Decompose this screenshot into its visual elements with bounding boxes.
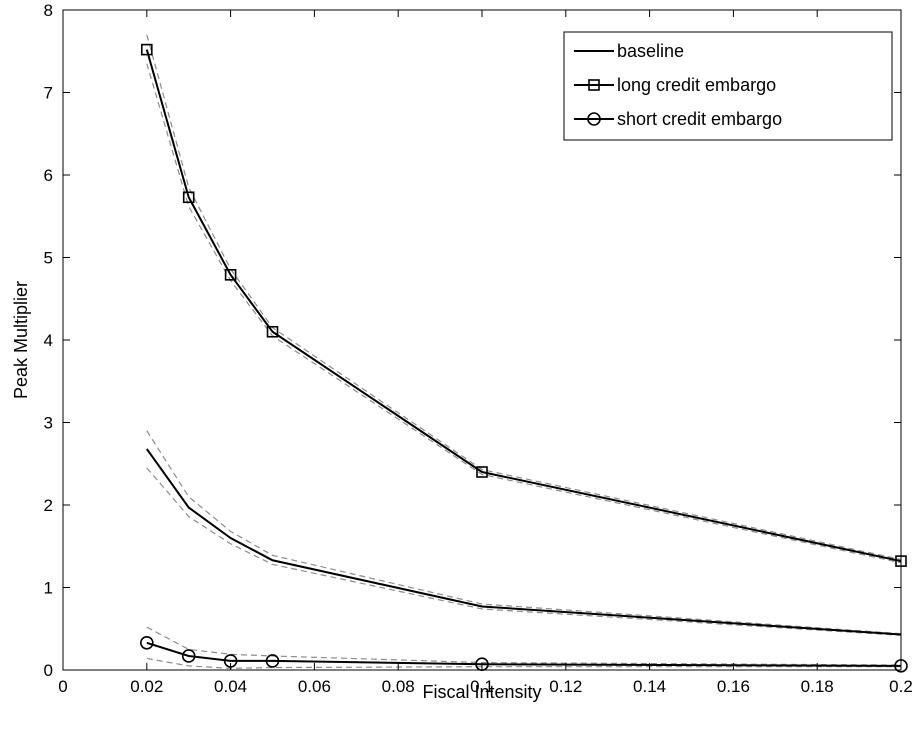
band-line-band-upper xyxy=(146,626,902,666)
square-marker xyxy=(182,191,195,204)
series-lines xyxy=(145,49,902,667)
y-tick-label: 0 xyxy=(44,661,53,680)
square-marker xyxy=(476,466,488,478)
x-tick-label: 0.1 xyxy=(470,677,494,696)
x-axis-title: Fiscal Intensity xyxy=(422,682,541,702)
y-tick-label: 4 xyxy=(44,331,53,350)
square-marker xyxy=(141,43,153,56)
legend-label: long credit embargo xyxy=(617,75,776,95)
y-tick-label: 1 xyxy=(44,579,53,598)
legend-box xyxy=(563,31,893,141)
x-tick-label: 0 xyxy=(58,677,67,696)
x-tick-label: 0.2 xyxy=(889,677,913,696)
x-tick-label: 0.04 xyxy=(214,677,247,696)
series-line xyxy=(145,448,902,636)
y-tick-label: 2 xyxy=(44,496,53,515)
x-tick-label: 0.12 xyxy=(549,677,582,696)
circle-marker xyxy=(181,649,196,663)
x-axis-ticks: 0 0.02 0.04 0.06 0.08 0.1 0.12 0.14 0.16 0.18 0.2 xyxy=(58,10,913,696)
band-line-band-upper xyxy=(146,34,902,561)
y-axis-title: Peak Multiplier xyxy=(11,281,31,399)
x-tick-label: 0.02 xyxy=(130,677,163,696)
circle-marker xyxy=(265,654,280,668)
y-tick-label: 7 xyxy=(44,84,53,103)
legend: baseline long credit embargo short credit … xyxy=(563,31,893,141)
x-tick-label: 0.08 xyxy=(382,677,415,696)
series-line xyxy=(146,641,902,667)
legend-square-marker xyxy=(588,79,600,91)
series-line xyxy=(145,49,902,563)
y-tick-label: 6 xyxy=(44,166,53,185)
y-tick-label: 3 xyxy=(44,414,53,433)
legend-label: baseline xyxy=(617,41,684,61)
y-axis-ticks: 0 1 2 3 4 5 6 7 8 xyxy=(44,1,901,680)
square-marker xyxy=(224,269,237,281)
x-tick-label: 0.14 xyxy=(633,677,666,696)
band-line-band-lower xyxy=(146,63,902,564)
x-tick-label: 0.06 xyxy=(298,677,331,696)
y-tick-label: 8 xyxy=(44,1,53,20)
legend-circle-marker xyxy=(587,112,601,126)
confidence-bands xyxy=(146,34,902,669)
band-line-band-lower xyxy=(146,657,901,669)
x-tick-label: 0.18 xyxy=(801,677,834,696)
circle-marker xyxy=(140,635,154,650)
band-line-band-upper xyxy=(146,430,902,635)
band-line-band-lower xyxy=(146,467,902,636)
legend-label: short credit embargo xyxy=(617,109,782,129)
y-tick-label: 5 xyxy=(44,249,53,268)
square-marker xyxy=(266,325,279,338)
x-tick-label: 0.16 xyxy=(717,677,750,696)
